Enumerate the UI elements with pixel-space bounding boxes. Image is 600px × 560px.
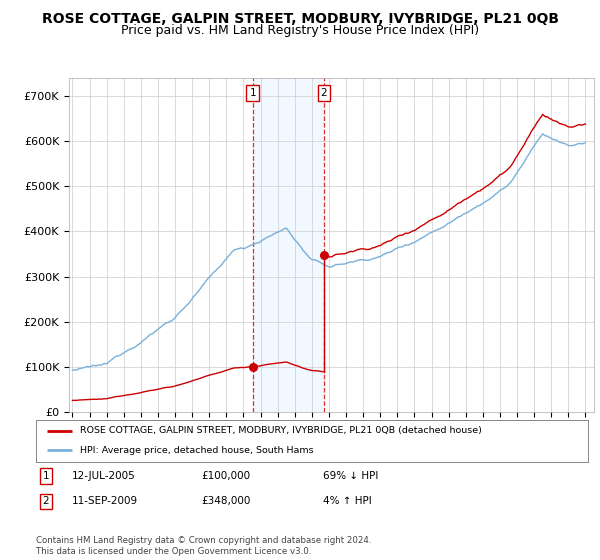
Text: 11-SEP-2009: 11-SEP-2009 bbox=[72, 497, 138, 506]
Text: 4% ↑ HPI: 4% ↑ HPI bbox=[323, 497, 372, 506]
Text: Contains HM Land Registry data © Crown copyright and database right 2024.
This d: Contains HM Land Registry data © Crown c… bbox=[36, 536, 371, 556]
Text: Price paid vs. HM Land Registry's House Price Index (HPI): Price paid vs. HM Land Registry's House … bbox=[121, 24, 479, 37]
Text: £100,000: £100,000 bbox=[202, 471, 251, 480]
Text: 69% ↓ HPI: 69% ↓ HPI bbox=[323, 471, 379, 480]
Text: 2: 2 bbox=[43, 497, 49, 506]
Text: 12-JUL-2005: 12-JUL-2005 bbox=[72, 471, 136, 480]
Text: ROSE COTTAGE, GALPIN STREET, MODBURY, IVYBRIDGE, PL21 0QB (detached house): ROSE COTTAGE, GALPIN STREET, MODBURY, IV… bbox=[80, 426, 482, 435]
Text: HPI: Average price, detached house, South Hams: HPI: Average price, detached house, Sout… bbox=[80, 446, 314, 455]
Text: 1: 1 bbox=[43, 471, 49, 480]
Text: £348,000: £348,000 bbox=[202, 497, 251, 506]
Text: ROSE COTTAGE, GALPIN STREET, MODBURY, IVYBRIDGE, PL21 0QB: ROSE COTTAGE, GALPIN STREET, MODBURY, IV… bbox=[41, 12, 559, 26]
Text: 1: 1 bbox=[250, 88, 256, 99]
Bar bbox=[253, 78, 324, 412]
Text: 2: 2 bbox=[320, 88, 327, 99]
